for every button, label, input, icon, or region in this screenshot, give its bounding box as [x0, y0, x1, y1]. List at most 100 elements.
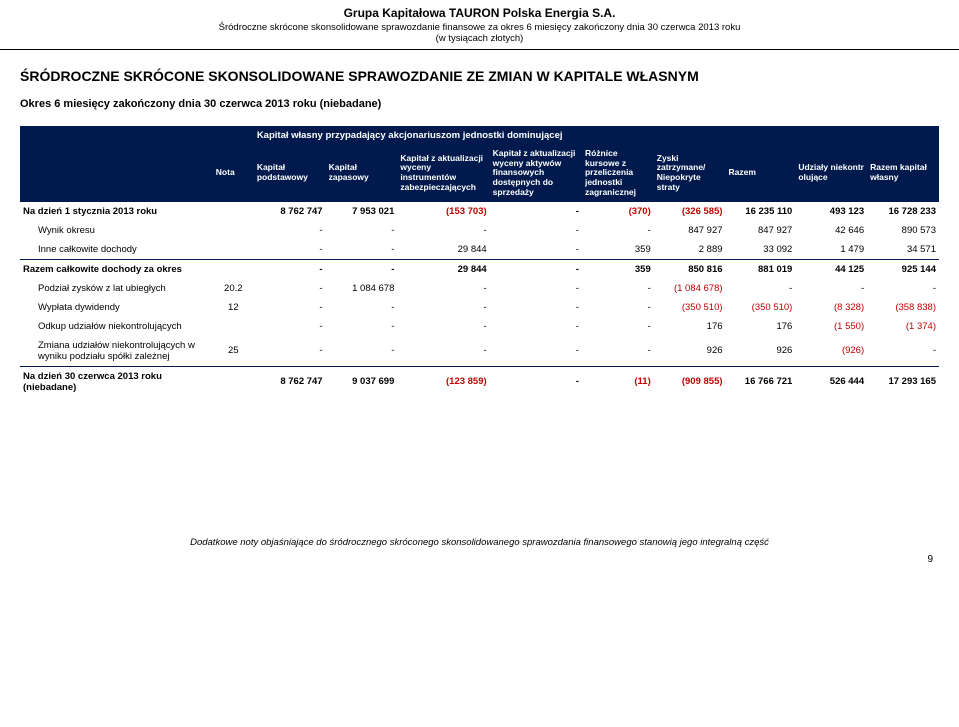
cell-value: 1 479 — [795, 240, 867, 260]
row-nota — [213, 240, 254, 260]
cell-value: (8 328) — [795, 298, 867, 317]
report-title: ŚRÓDROCZNE SKRÓCONE SKONSOLIDOWANE SPRAW… — [20, 68, 939, 84]
cell-value: 1 084 678 — [326, 279, 398, 298]
cell-value: - — [254, 336, 326, 367]
cell-value: - — [490, 221, 582, 240]
row-nota — [213, 317, 254, 336]
cell-value: (909 855) — [654, 366, 726, 397]
cell-value: 850 816 — [654, 259, 726, 279]
cell-value: 9 037 699 — [326, 366, 398, 397]
cell-value: - — [582, 221, 654, 240]
cell-value: 8 762 747 — [254, 366, 326, 397]
row-nota: 12 — [213, 298, 254, 317]
cell-value: - — [326, 259, 398, 279]
cell-value: - — [326, 221, 398, 240]
cell-value: (1 374) — [867, 317, 939, 336]
row-label: Odkup udziałów niekontrolujących — [20, 317, 213, 336]
row-nota — [213, 202, 254, 221]
col-zyski-zatrzymane: Zyski zatrzymane/ Niepokryte straty — [654, 145, 726, 202]
cell-value: - — [254, 298, 326, 317]
cell-value: (350 510) — [726, 298, 796, 317]
col-kapital-aktualizacji-aktywow: Kapitał z aktualizacji wyceny aktywów fi… — [490, 145, 582, 202]
cell-value: (926) — [795, 336, 867, 367]
table-row: Zmiana udziałów niekontrolujących w wyni… — [20, 336, 939, 367]
cell-value: 2 889 — [654, 240, 726, 260]
table-row: Razem całkowite dochody za okres--29 844… — [20, 259, 939, 279]
row-label: Wynik okresu — [20, 221, 213, 240]
cell-value: - — [326, 240, 398, 260]
col-razem: Razem — [726, 145, 796, 202]
table-row: Na dzień 1 stycznia 2013 roku8 762 7477 … — [20, 202, 939, 221]
cell-value: 33 092 — [726, 240, 796, 260]
cell-value: 890 573 — [867, 221, 939, 240]
document-header: Grupa Kapitałowa TAURON Polska Energia S… — [0, 0, 959, 50]
cell-value: 359 — [582, 259, 654, 279]
cell-value: 34 571 — [867, 240, 939, 260]
cell-value: - — [582, 317, 654, 336]
row-nota — [213, 366, 254, 397]
equity-changes-table: Kapitał własny przypadający akcjonariusz… — [20, 126, 939, 397]
cell-value: 44 125 — [795, 259, 867, 279]
col-nota: Nota — [213, 145, 254, 202]
cell-value: - — [397, 317, 489, 336]
cell-value: - — [867, 279, 939, 298]
cell-value: - — [326, 317, 398, 336]
header-subtitle-2: (w tysiącach złotych) — [20, 33, 939, 44]
cell-value: 16 766 721 — [726, 366, 796, 397]
cell-value: - — [326, 298, 398, 317]
cell-value: 29 844 — [397, 240, 489, 260]
main-content: ŚRÓDROCZNE SKRÓCONE SKONSOLIDOWANE SPRAW… — [0, 50, 959, 397]
cell-value: - — [254, 221, 326, 240]
cell-value: - — [490, 240, 582, 260]
header-subtitle-1: Śródroczne skrócone skonsolidowane spraw… — [20, 22, 939, 33]
table-row: Wypłata dywidendy12-----(350 510)(350 51… — [20, 298, 939, 317]
cell-value: 925 144 — [867, 259, 939, 279]
row-label: Na dzień 30 czerwca 2013 roku (niebadane… — [20, 366, 213, 397]
col-kapital-aktualizacji-instrumentow: Kapitał z aktualizacji wyceny instrument… — [397, 145, 489, 202]
cell-value: - — [397, 336, 489, 367]
page-footer: Dodatkowe noty objaśniające do śródroczn… — [0, 397, 959, 577]
cell-value: - — [726, 279, 796, 298]
row-nota — [213, 259, 254, 279]
col-kapital-zapasowy: Kapitał zapasowy — [326, 145, 398, 202]
band-label: Kapitał własny przypadający akcjonariusz… — [254, 126, 796, 145]
cell-value: (1 550) — [795, 317, 867, 336]
row-label: Razem całkowite dochody za okres — [20, 259, 213, 279]
cell-value: (11) — [582, 366, 654, 397]
cell-value: - — [490, 366, 582, 397]
cell-value: 17 293 165 — [867, 366, 939, 397]
cell-value: 493 123 — [795, 202, 867, 221]
cell-value: (350 510) — [654, 298, 726, 317]
cell-value: 881 019 — [726, 259, 796, 279]
table-row: Wynik okresu-----847 927847 92742 646890… — [20, 221, 939, 240]
cell-value: (326 585) — [654, 202, 726, 221]
cell-value: (358 838) — [867, 298, 939, 317]
cell-value: (1 084 678) — [654, 279, 726, 298]
cell-value: - — [490, 298, 582, 317]
cell-value: 847 927 — [654, 221, 726, 240]
cell-value: - — [490, 279, 582, 298]
cell-value: 359 — [582, 240, 654, 260]
col-kapital-podstawowy: Kapitał podstawowy — [254, 145, 326, 202]
cell-value: - — [490, 259, 582, 279]
cell-value: 16 728 233 — [867, 202, 939, 221]
cell-value: (370) — [582, 202, 654, 221]
cell-value: - — [867, 336, 939, 367]
row-nota — [213, 221, 254, 240]
cell-value: (123 859) — [397, 366, 489, 397]
cell-value: 8 762 747 — [254, 202, 326, 221]
cell-value: - — [254, 240, 326, 260]
header-band-row: Kapitał własny przypadający akcjonariusz… — [20, 126, 939, 145]
row-label: Inne całkowite dochody — [20, 240, 213, 260]
table-row: Na dzień 30 czerwca 2013 roku (niebadane… — [20, 366, 939, 397]
cell-value: 847 927 — [726, 221, 796, 240]
col-razem-kapital-wlasny: Razem kapitał własny — [867, 145, 939, 202]
cell-value: 176 — [726, 317, 796, 336]
col-udzialy-niekontrolujace: Udziały niekontr olujące — [795, 145, 867, 202]
row-label: Na dzień 1 stycznia 2013 roku — [20, 202, 213, 221]
table-row: Podział zysków z lat ubiegłych20.2-1 084… — [20, 279, 939, 298]
row-nota: 25 — [213, 336, 254, 367]
row-label: Zmiana udziałów niekontrolujących w wyni… — [20, 336, 213, 367]
cell-value: (153 703) — [397, 202, 489, 221]
cell-value: 926 — [654, 336, 726, 367]
